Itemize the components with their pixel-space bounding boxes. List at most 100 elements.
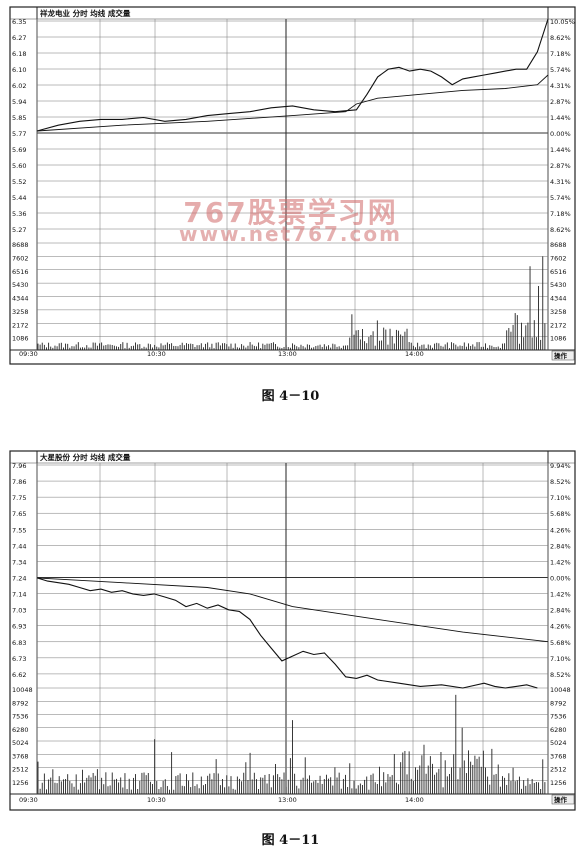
price-tick-label: 6.10	[12, 66, 26, 74]
pct-tick-label: 8.62%	[550, 226, 571, 234]
volume-tick-label-right: 2172	[550, 321, 567, 329]
chart-frame	[9, 6, 576, 365]
price-tick-label: 7.65	[12, 510, 26, 518]
price-tick-label: 5.94	[12, 98, 26, 106]
chart-frame	[9, 450, 576, 811]
volume-tick-label: 3768	[12, 752, 29, 760]
volume-tick-label: 6280	[12, 726, 29, 734]
time-tick-label: 14:00	[405, 796, 424, 804]
volume-tick-label: 7536	[12, 713, 29, 721]
pct-tick-label: 4.26%	[550, 526, 571, 534]
chart-2: 大星股份 分时 均线 成交量 7.96 9.94% 7.86 8.52% 7.75 7.10…	[9, 450, 576, 811]
pct-tick-label: 5.74%	[550, 194, 571, 202]
watermark-title: 767股票学习网	[183, 196, 398, 229]
volume-tick-label: 1086	[12, 335, 29, 343]
price-tick-label: 7.14	[12, 591, 26, 599]
volume-tick-label-right: 10048	[550, 686, 571, 694]
figure-caption-1: 图 4－10	[261, 389, 320, 404]
price-tick-label: 7.24	[12, 575, 26, 583]
pct-tick-label: 4.31%	[550, 178, 571, 186]
volume-tick-label-right: 1086	[550, 335, 567, 343]
chart-title: 祥龙电业 分时 均线 成交量	[40, 8, 131, 18]
price-tick-label: 5.60	[12, 162, 26, 170]
pct-tick-label: 9.94%	[550, 462, 571, 470]
price-tick-label: 6.18	[12, 50, 26, 58]
pct-tick-label: 8.52%	[550, 478, 571, 486]
time-tick-label: 09:30	[19, 350, 38, 358]
pct-tick-label: 2.84%	[550, 542, 571, 550]
volume-tick-label-right: 5430	[550, 281, 567, 289]
price-tick-label: 7.34	[12, 558, 26, 566]
pct-tick-label: 4.31%	[550, 82, 571, 90]
volume-tick-label-right: 7536	[550, 713, 567, 721]
volume-tick-label: 6516	[12, 268, 29, 276]
volume-tick-label: 8688	[12, 241, 29, 249]
volume-tick-label-right: 2512	[550, 766, 567, 774]
time-tick-label: 10:30	[147, 350, 166, 358]
volume-tick-label-right: 4344	[550, 295, 567, 303]
time-tick-label: 09:30	[19, 796, 38, 804]
chart-1: 祥龙电业 分时 均线 成交量 6.35 10.05% 6.27 8.62% 6.18 7.1…	[9, 6, 576, 365]
price-tick-label: 7.55	[12, 526, 26, 534]
chart-title: 大星股份 分时 均线 成交量	[40, 452, 131, 462]
pct-tick-label: 7.10%	[550, 655, 571, 663]
price-tick-label: 7.96	[12, 462, 26, 470]
corner-box	[551, 794, 575, 805]
price-tick-label: 5.85	[12, 114, 26, 122]
pct-tick-label: 1.42%	[550, 591, 571, 599]
pct-tick-label: 2.87%	[550, 162, 571, 170]
corner-label: 操作	[554, 351, 568, 360]
volume-tick-label: 4344	[12, 295, 29, 303]
price-tick-label: 5.69	[12, 146, 26, 154]
volume-tick-label: 3258	[12, 308, 29, 316]
pct-tick-label: 8.52%	[550, 671, 571, 679]
pct-tick-label: 4.26%	[550, 623, 571, 631]
corner-box	[551, 350, 575, 361]
volume-tick-label-right: 6516	[550, 268, 567, 276]
watermark-url: www.net767.com	[179, 222, 402, 246]
pct-tick-label: 5.68%	[550, 639, 571, 647]
price-tick-label: 6.93	[12, 623, 26, 631]
volume-tick-label: 10048	[12, 686, 33, 694]
price-tick-label: 5.44	[12, 194, 26, 202]
price-line	[36, 18, 549, 132]
volume-tick-label-right: 7602	[550, 254, 567, 262]
pct-tick-label: 8.62%	[550, 34, 571, 42]
price-tick-label: 6.73	[12, 655, 26, 663]
time-tick-label: 14:00	[405, 350, 424, 358]
price-tick-label: 5.27	[12, 226, 26, 234]
pct-tick-label: 0.00%	[550, 575, 571, 583]
price-tick-label: 6.27	[12, 34, 26, 42]
volume-tick-label: 2172	[12, 321, 29, 329]
price-tick-label: 6.62	[12, 671, 26, 679]
pct-tick-label: 2.87%	[550, 98, 571, 106]
pct-tick-label: 1.44%	[550, 146, 571, 154]
pct-tick-label: 1.42%	[550, 558, 571, 566]
average-line	[36, 577, 549, 643]
price-tick-label: 6.83	[12, 639, 26, 647]
volume-tick-label: 7602	[12, 254, 29, 262]
pct-tick-label: 1.44%	[550, 114, 571, 122]
volume-tick-label-right: 6280	[550, 726, 567, 734]
volume-tick-label-right: 5024	[550, 739, 567, 747]
volume-tick-label-right: 1256	[550, 779, 567, 787]
volume-tick-label-right: 3258	[550, 308, 567, 316]
price-tick-label: 7.44	[12, 542, 26, 550]
volume-tick-label: 5024	[12, 739, 29, 747]
price-tick-label: 5.77	[12, 130, 26, 138]
time-tick-label: 13:00	[278, 350, 297, 358]
price-tick-label: 5.36	[12, 210, 26, 218]
figure-caption-2: 图 4－11	[261, 833, 320, 848]
price-tick-label: 7.86	[12, 478, 26, 486]
volume-tick-label: 1256	[12, 779, 29, 787]
pct-tick-label: 7.10%	[550, 494, 571, 502]
pct-tick-label: 2.84%	[550, 607, 571, 615]
time-tick-label: 10:30	[147, 796, 166, 804]
volume-tick-label-right: 8688	[550, 241, 567, 249]
volume-tick-label-right: 3768	[550, 752, 567, 760]
volume-tick-label: 8792	[12, 699, 29, 707]
pct-tick-label: 7.18%	[550, 210, 571, 218]
time-tick-label: 13:00	[278, 796, 297, 804]
price-tick-label: 7.03	[12, 607, 26, 615]
